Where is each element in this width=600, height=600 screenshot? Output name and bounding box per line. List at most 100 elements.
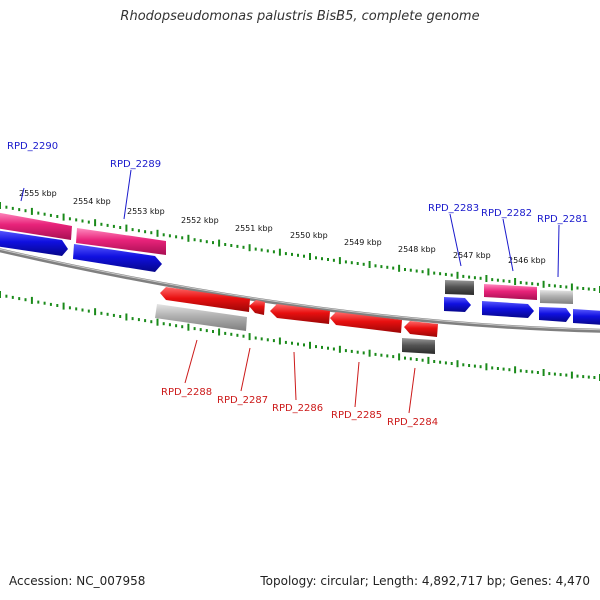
gene-pink[interactable]	[484, 284, 537, 300]
minor-tick	[315, 256, 317, 260]
minor-tick	[87, 220, 90, 224]
minor-tick	[303, 343, 305, 347]
minor-tick	[150, 231, 153, 235]
minor-tick	[100, 311, 103, 315]
minor-tick	[11, 295, 14, 299]
gene-dark-gray[interactable]	[402, 338, 435, 354]
major-tick	[94, 219, 97, 227]
major-tick	[156, 229, 159, 237]
gene-red[interactable]	[330, 312, 402, 333]
gene-light-gray[interactable]	[540, 290, 573, 304]
minor-tick	[479, 365, 482, 369]
minor-tick	[525, 281, 528, 285]
map-title: Rhodopseudomonas palustris BisB5, comple…	[120, 9, 480, 24]
minor-tick	[230, 244, 233, 247]
minor-tick	[380, 265, 383, 269]
minor-tick	[260, 248, 263, 252]
minor-tick	[49, 213, 52, 217]
major-tick	[485, 363, 488, 371]
gene-blue[interactable]	[73, 244, 162, 272]
major-tick	[62, 213, 65, 221]
minor-tick	[5, 294, 8, 298]
reverse-genes	[155, 287, 438, 354]
minor-tick	[236, 333, 239, 337]
major-tick	[427, 268, 430, 276]
gene-blue[interactable]	[444, 297, 471, 312]
minor-tick	[332, 258, 335, 262]
minor-tick	[491, 366, 494, 370]
minor-tick	[344, 260, 347, 264]
gene-blue[interactable]	[573, 309, 600, 325]
minor-tick	[68, 217, 71, 221]
gene-label[interactable]: RPD_2290	[7, 141, 58, 152]
minor-tick	[386, 354, 389, 358]
minor-tick	[150, 320, 153, 324]
minor-tick	[582, 287, 585, 290]
minor-tick	[502, 279, 505, 283]
minor-tick	[291, 252, 293, 256]
minor-tick	[43, 212, 46, 216]
minor-tick	[433, 271, 436, 275]
gene-label[interactable]: RPD_2287	[217, 395, 268, 406]
minor-tick	[593, 376, 596, 379]
minor-tick	[450, 362, 453, 365]
gene-label[interactable]: RPD_2283	[428, 203, 479, 214]
reverse-gene-labels: RPD_2288 RPD_2287 RPD_2286 RPD_2285 RPD_…	[161, 387, 438, 428]
gene-red[interactable]	[249, 300, 265, 315]
minor-tick	[559, 285, 562, 288]
genome-backbone	[0, 248, 600, 333]
major-tick	[542, 369, 545, 376]
gene-dark-gray[interactable]	[445, 280, 474, 295]
minor-tick	[137, 229, 140, 233]
gene-red[interactable]	[404, 321, 438, 337]
gene-label[interactable]: RPD_2281	[537, 214, 588, 225]
gene-blue[interactable]	[539, 307, 571, 322]
minor-tick	[327, 258, 329, 261]
minor-tick	[565, 285, 568, 289]
gene-blue[interactable]	[482, 301, 534, 318]
minor-tick	[106, 223, 109, 227]
minor-tick	[205, 240, 208, 244]
gene-label[interactable]: RPD_2289	[110, 159, 161, 170]
gene-blue[interactable]	[0, 230, 68, 256]
ruler-label: 2550 kbp	[290, 231, 328, 240]
minor-tick	[272, 250, 275, 254]
gene-pink[interactable]	[76, 228, 166, 255]
gene-red[interactable]	[160, 287, 250, 312]
gene-red[interactable]	[270, 304, 330, 324]
minor-tick	[224, 331, 227, 335]
major-tick	[427, 356, 430, 364]
minor-tick	[56, 215, 59, 218]
minor-tick	[444, 361, 447, 365]
minor-tick	[327, 346, 329, 350]
major-tick	[485, 275, 488, 282]
minor-tick	[531, 370, 534, 374]
minor-tick	[356, 350, 359, 354]
minor-tick	[374, 352, 377, 356]
minor-tick	[392, 355, 395, 359]
gene-label[interactable]: RPD_2282	[481, 208, 532, 219]
gene-label[interactable]: RPD_2288	[161, 387, 212, 398]
minor-tick	[374, 264, 377, 268]
minor-tick	[212, 330, 214, 333]
minor-tick	[106, 312, 109, 316]
minor-tick	[162, 233, 165, 237]
gene-light-gray[interactable]	[155, 304, 247, 331]
minor-tick	[350, 261, 353, 265]
ruler-label: 2547 kbp	[453, 251, 491, 260]
gene-label[interactable]: RPD_2284	[387, 417, 438, 428]
minor-tick	[18, 297, 21, 301]
minor-tick	[468, 275, 471, 279]
gene-pink[interactable]	[0, 212, 72, 240]
minor-tick	[112, 224, 115, 228]
minor-tick	[576, 374, 579, 378]
major-tick	[368, 261, 371, 268]
minor-tick	[75, 218, 78, 222]
minor-tick	[193, 327, 196, 331]
major-tick	[368, 349, 371, 357]
major-tick	[248, 244, 251, 252]
major-tick	[309, 341, 311, 349]
gene-label[interactable]: RPD_2286	[272, 403, 323, 414]
minor-tick	[386, 265, 389, 269]
gene-label[interactable]: RPD_2285	[331, 410, 382, 421]
